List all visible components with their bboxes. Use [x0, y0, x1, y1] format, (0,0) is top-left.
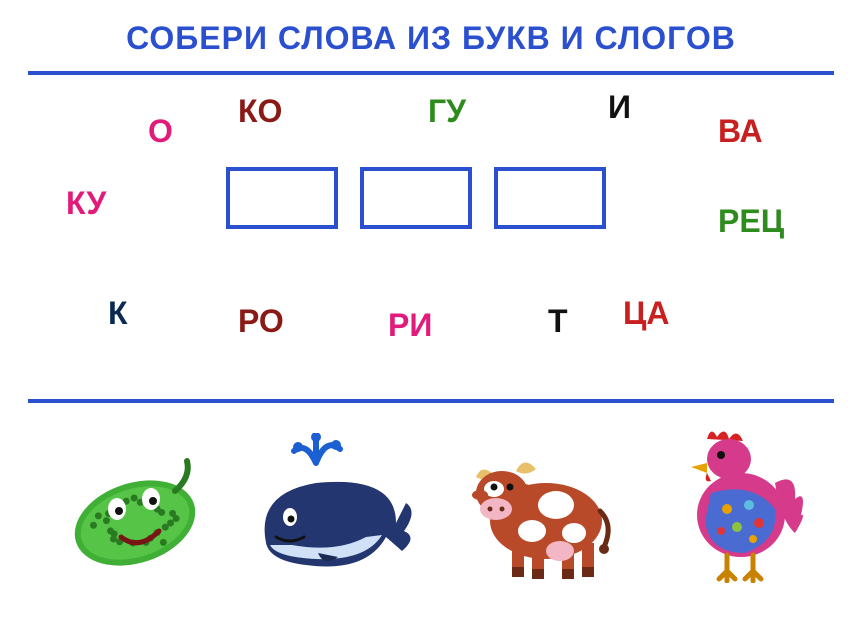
- images-row: [0, 403, 862, 583]
- syllable-к[interactable]: К: [108, 295, 128, 332]
- syllable-о[interactable]: О: [148, 113, 173, 150]
- syllable-ва[interactable]: ВА: [718, 113, 763, 150]
- syllable-ро[interactable]: РО: [238, 303, 284, 340]
- whale-image[interactable]: [246, 433, 416, 583]
- syllable-гу[interactable]: ГУ: [428, 93, 466, 130]
- answer-box-1[interactable]: [226, 167, 338, 229]
- syllable-и[interactable]: И: [608, 89, 631, 126]
- syllable-ри[interactable]: РИ: [388, 307, 432, 344]
- syllable-ку[interactable]: КУ: [66, 185, 106, 222]
- answer-box-3[interactable]: [494, 167, 606, 229]
- cucumber-image[interactable]: [55, 443, 215, 583]
- cow-image[interactable]: [446, 433, 626, 583]
- hen-image[interactable]: [657, 423, 807, 583]
- page-title: СОБЕРИ СЛОВА ИЗ БУКВ И СЛОГОВ: [0, 0, 862, 57]
- syllable-т[interactable]: Т: [548, 303, 568, 340]
- answer-boxes: [226, 167, 606, 229]
- syllable-area: О КО ГУ И ВА КУ РЕЦ К РО РИ Т ЦА: [28, 75, 834, 385]
- syllable-ца[interactable]: ЦА: [623, 295, 669, 332]
- answer-box-2[interactable]: [360, 167, 472, 229]
- syllable-ко[interactable]: КО: [238, 93, 282, 130]
- syllable-рец[interactable]: РЕЦ: [718, 203, 784, 240]
